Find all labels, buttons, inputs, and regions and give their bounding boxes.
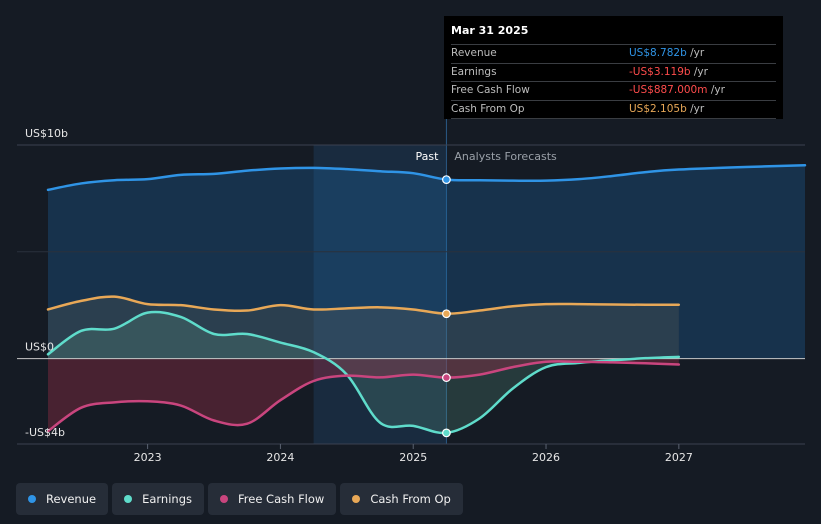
tooltip-value: -US$3.119b xyxy=(629,65,691,78)
tooltip-label: Free Cash Flow xyxy=(451,84,530,96)
past-highlight-region xyxy=(313,145,447,444)
tooltip-value: US$2.105b xyxy=(629,102,687,115)
tooltip-unit: /yr xyxy=(710,84,725,96)
line-free-cash-flow xyxy=(46,360,681,433)
area-earnings xyxy=(48,311,679,434)
x-tick-label: 2026 xyxy=(532,451,560,464)
area-cash-from-op xyxy=(48,296,679,359)
tooltip-label: Cash From Op xyxy=(451,102,525,115)
marker-free-cash-flow xyxy=(442,373,451,382)
y-tick-label: -US$4b xyxy=(25,426,65,439)
legend-item-free-cash-flow[interactable]: Free Cash Flow xyxy=(208,483,337,515)
tooltip-label: Earnings xyxy=(451,65,497,78)
tooltip-row-cash-from-op: Cash From Op US$2.105b /yr xyxy=(451,99,776,119)
legend: Revenue Earnings Free Cash Flow Cash Fro… xyxy=(16,483,463,515)
legend-item-earnings[interactable]: Earnings xyxy=(112,483,204,515)
legend-dot-icon xyxy=(352,495,361,503)
x-tick-label: 2023 xyxy=(134,451,162,464)
chart: US$10b US$0 -US$4b 2023 2024 2025 2026 2027 Past… xyxy=(17,16,807,464)
marker-cash-from-op xyxy=(442,309,451,319)
x-tick-label: 2024 xyxy=(266,451,294,464)
legend-dot-icon xyxy=(220,495,228,503)
tooltip-date: Mar 31 2025 xyxy=(451,24,529,37)
tooltip-value: US$8.782b xyxy=(629,47,687,59)
legend-item-cash-from-op[interactable]: Cash From Op xyxy=(340,483,463,515)
past-label: Past xyxy=(415,150,439,163)
tooltip: Mar 31 2025 Revenue US$8.782b /yr Earnin… xyxy=(444,16,783,119)
legend-label: Cash From Op xyxy=(370,492,451,506)
legend-item-revenue[interactable]: Revenue xyxy=(16,483,109,515)
tooltip-row-earnings: Earnings -US$3.119b /yr xyxy=(451,62,776,82)
tooltip-unit: /yr xyxy=(690,102,705,115)
legend-dot-icon xyxy=(28,495,36,503)
line-earnings xyxy=(46,310,681,435)
x-tick-label: 2027 xyxy=(665,451,693,464)
marker-earnings xyxy=(442,428,451,438)
forecast-label: Analysts Forecasts xyxy=(454,150,557,163)
marker-revenue xyxy=(442,175,451,184)
legend-label: Revenue xyxy=(46,492,97,506)
legend-label: Earnings xyxy=(142,492,192,506)
legend-label: Free Cash Flow xyxy=(238,492,325,506)
legend-dot-icon xyxy=(124,495,133,503)
x-tick-label: 2025 xyxy=(399,451,427,464)
y-tick-label: US$0 xyxy=(25,341,54,354)
tooltip-row-free-cash-flow: Free Cash Flow -US$887.000m /yr xyxy=(451,81,776,100)
line-cash-from-op xyxy=(46,295,681,315)
tooltip-unit: /yr xyxy=(693,65,708,78)
area-free-cash-flow xyxy=(48,358,679,432)
tooltip-label: Revenue xyxy=(451,47,497,59)
tooltip-row-revenue: Revenue US$8.782b /yr xyxy=(451,44,776,63)
tooltip-value: -US$887.000m xyxy=(629,84,708,96)
tooltip-unit: /yr xyxy=(690,47,705,59)
y-tick-label: US$10b xyxy=(25,127,68,140)
line-revenue xyxy=(46,164,807,192)
